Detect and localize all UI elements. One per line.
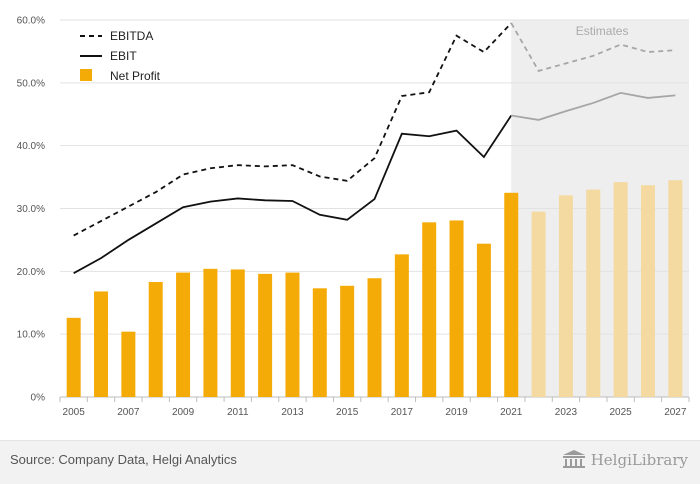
net-profit-bar-estimate <box>613 182 628 397</box>
net-profit-bar-estimate <box>586 189 601 397</box>
net-profit-bar <box>340 285 355 397</box>
x-tick-label: 2015 <box>336 407 359 418</box>
x-tick-label: 2023 <box>555 407 578 418</box>
net-profit-bar-estimate <box>558 195 573 397</box>
chart: Estimates 0% 10.0% 20.0% 30.0% 40.0% 50.0% 60.… <box>17 16 690 418</box>
x-tick-label: 2021 <box>500 407 523 418</box>
legend-swatch-net-profit <box>80 69 92 81</box>
library-building-icon <box>562 450 585 468</box>
x-tick-label: 2009 <box>172 407 195 418</box>
source-note: Source: Company Data, Helgi Analytics <box>10 452 237 467</box>
net-profit-bar <box>422 222 437 397</box>
x-tick-label: 2017 <box>391 407 414 418</box>
line-series <box>73 22 676 275</box>
x-tick-label: 2007 <box>117 407 140 418</box>
ebitda-line-estimate <box>510 22 676 72</box>
legend-label-ebit: EBIT <box>110 49 137 63</box>
footer: Source: Company Data, Helgi Analytics He… <box>0 440 700 484</box>
net-profit-bar <box>449 220 464 397</box>
net-profit-bar <box>203 268 218 397</box>
legend-item-ebit[interactable]: EBIT <box>80 49 137 63</box>
legend-item-net-profit[interactable]: Net Profit <box>80 69 161 83</box>
legend-item-ebitda[interactable]: EBITDA <box>80 29 153 43</box>
net-profit-bar <box>66 317 81 397</box>
net-profit-bar <box>312 288 327 397</box>
y-tick-label: 60.0% <box>17 16 45 27</box>
net-profit-bar <box>394 254 409 397</box>
y-tick-label: 30.0% <box>17 204 45 215</box>
net-profit-bar <box>258 273 273 397</box>
ebit-line-estimate <box>511 91 676 121</box>
net-profit-bars <box>66 180 683 397</box>
y-tick-label: 50.0% <box>17 78 45 89</box>
ebitda-line <box>73 22 512 237</box>
net-profit-bar <box>176 272 191 397</box>
legend[interactable]: EBITDA EBIT Net Profit <box>80 29 161 83</box>
x-tick-label: 2013 <box>281 407 304 418</box>
y-tick-label: 40.0% <box>17 141 45 152</box>
y-tick-label: 10.0% <box>17 330 45 341</box>
x-tick-label: 2027 <box>664 407 687 418</box>
ebit-line <box>73 115 512 275</box>
x-tick-label: 2025 <box>610 407 633 418</box>
net-profit-bar <box>367 278 382 397</box>
net-profit-bar <box>121 331 136 397</box>
brand-logo[interactable]: HelgiLibrary <box>561 450 688 470</box>
net-profit-bar <box>230 269 245 397</box>
axes: 0% 10.0% 20.0% 30.0% 40.0% 50.0% 60.0% 2005 2007… <box>17 16 690 418</box>
net-profit-bar <box>148 282 163 397</box>
net-profit-bar-estimate <box>531 211 546 397</box>
net-profit-bar <box>94 291 109 397</box>
x-tick-label: 2011 <box>227 407 249 418</box>
x-tick-label: 2019 <box>445 407 468 418</box>
brand-name: HelgiLibrary <box>590 451 688 469</box>
net-profit-bar-estimate <box>668 180 683 397</box>
x-tick-label: 2005 <box>63 407 86 418</box>
legend-label-net-profit: Net Profit <box>110 69 161 83</box>
net-profit-bar <box>285 272 300 397</box>
y-tick-label: 0% <box>31 393 46 404</box>
net-profit-bar-estimate <box>640 185 655 397</box>
y-tick-label: 20.0% <box>17 267 45 278</box>
legend-label-ebitda: EBITDA <box>110 29 153 43</box>
net-profit-bar <box>476 243 491 397</box>
net-profit-bar <box>504 192 519 397</box>
estimates-label: Estimates <box>576 24 629 38</box>
